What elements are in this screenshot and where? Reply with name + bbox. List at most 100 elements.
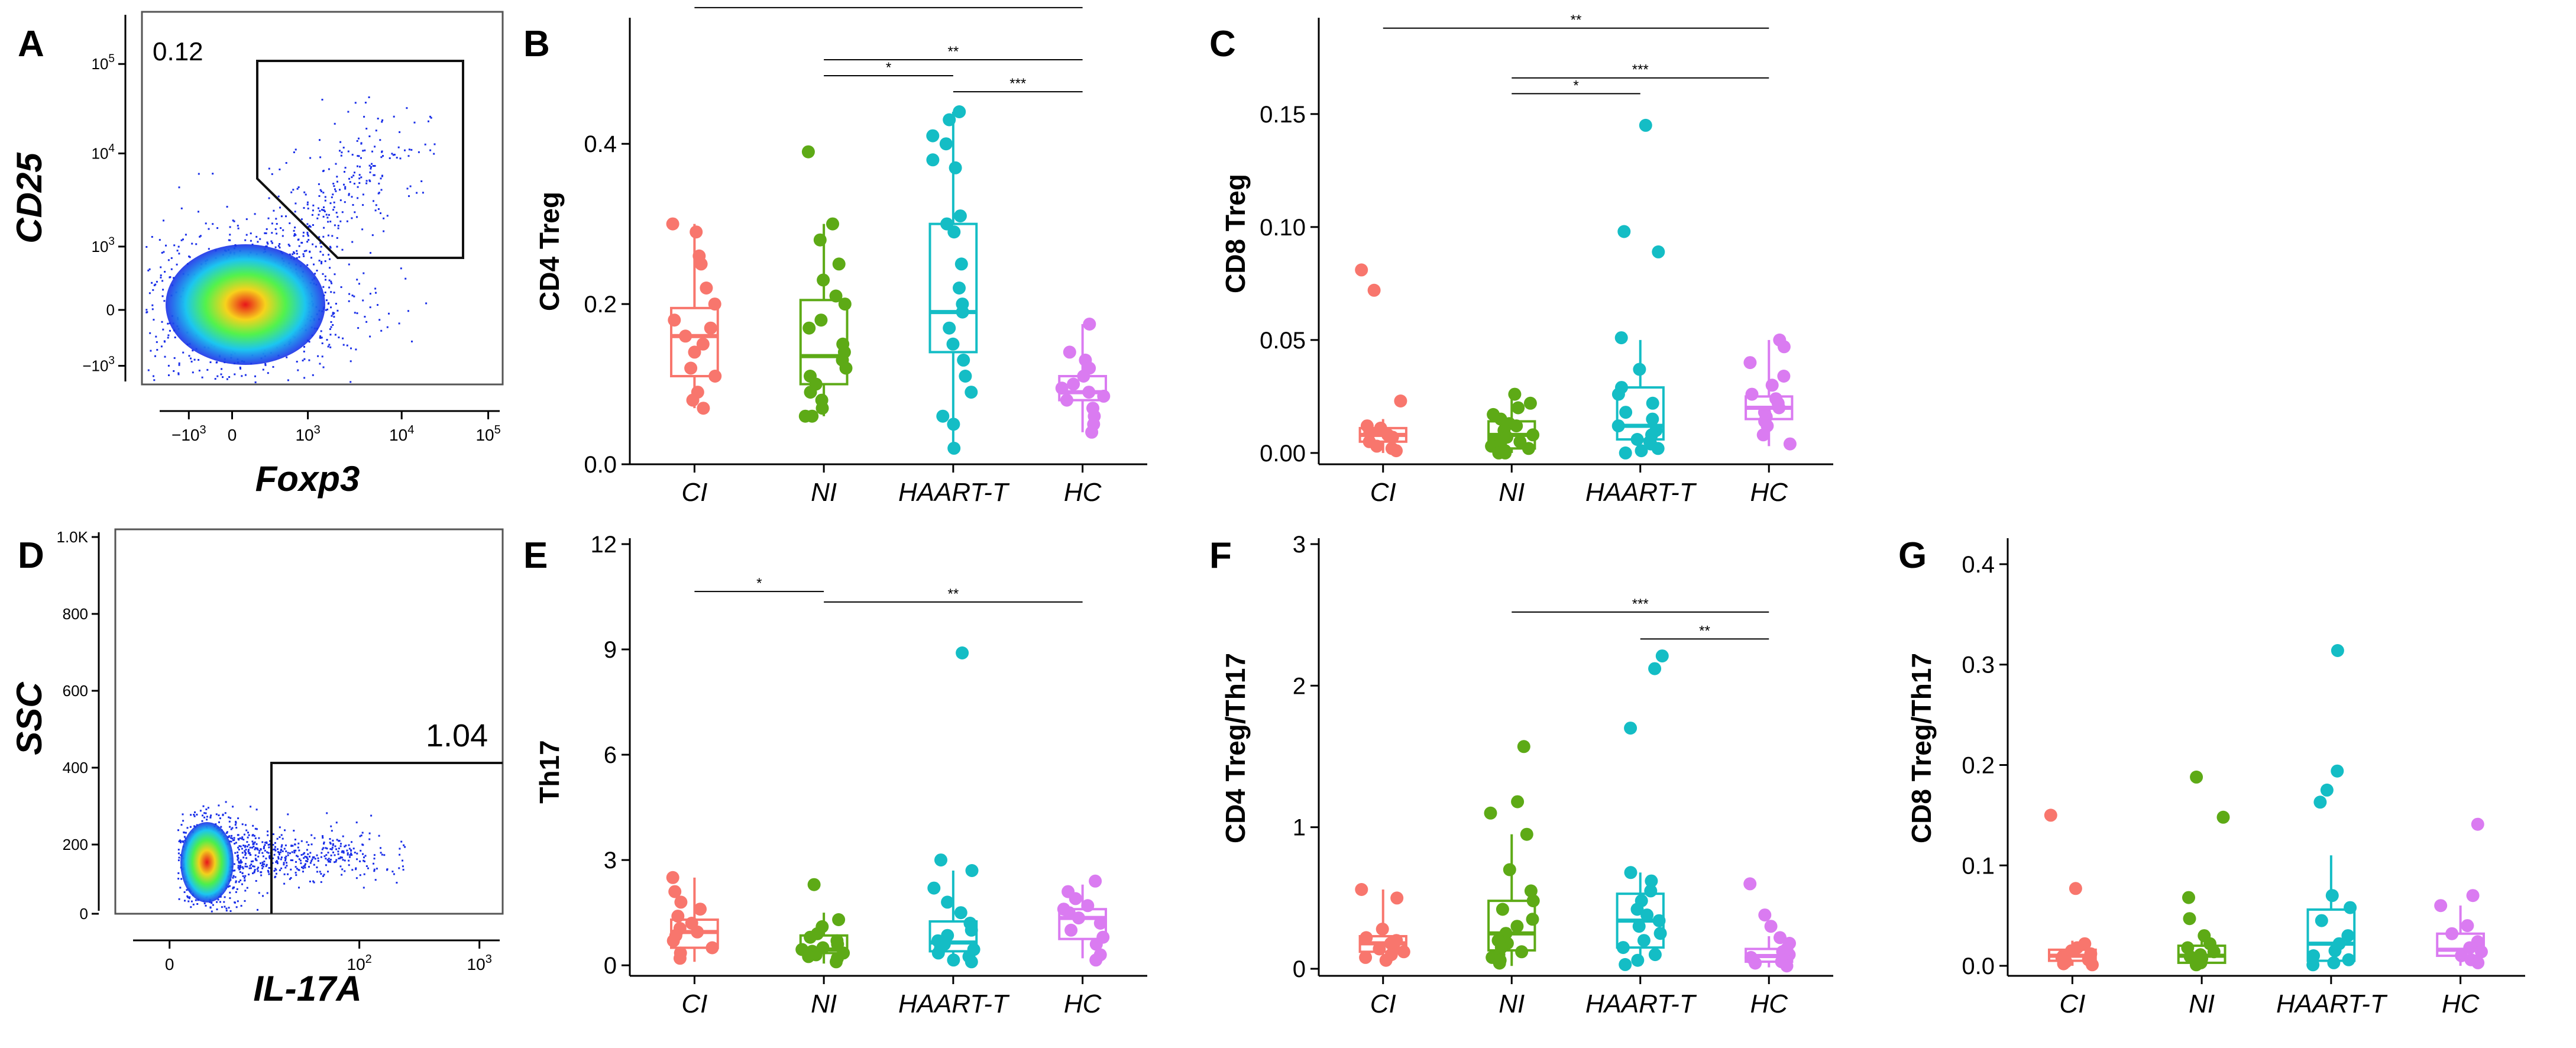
flow-event <box>199 235 202 237</box>
data-point <box>2471 956 2485 969</box>
box <box>928 920 978 953</box>
flow-event <box>241 836 244 839</box>
data-point <box>2069 882 2082 895</box>
flow-event <box>236 888 238 890</box>
flow-event <box>182 841 185 843</box>
flow-event <box>286 865 288 867</box>
flow-event <box>161 280 164 282</box>
flow-event <box>349 856 351 858</box>
flow-event <box>328 858 330 860</box>
flow-event <box>309 855 310 858</box>
flow-event <box>365 180 368 182</box>
x-tick-label: HAART-T <box>1585 478 1697 507</box>
flow-event <box>199 810 202 812</box>
flow-event <box>318 183 320 185</box>
flow-plot-frame-d <box>114 528 504 915</box>
flow-event <box>342 850 345 852</box>
flow-event <box>232 219 234 222</box>
data-point <box>1097 389 1111 403</box>
flow-event <box>151 304 154 306</box>
data-point <box>1397 945 1410 959</box>
flow-event <box>248 852 251 854</box>
flow-event <box>373 200 374 202</box>
flow-event <box>316 217 319 219</box>
flow-event <box>228 907 230 909</box>
flow-event <box>174 337 176 338</box>
flow-event <box>235 827 238 829</box>
flow-event <box>316 866 318 869</box>
flow-event <box>290 877 292 879</box>
y-tick-label: 0.10 <box>1260 215 1306 241</box>
flow-event <box>244 850 246 852</box>
flow-event <box>349 854 351 856</box>
flow-event <box>245 849 247 851</box>
flow-event <box>163 251 165 253</box>
flow-event <box>333 206 335 208</box>
x-tick-label: HAART-T <box>898 989 1010 1018</box>
flow-event <box>201 376 203 379</box>
flow-event <box>329 843 332 845</box>
flow-event <box>360 849 362 852</box>
flow-event <box>323 227 325 229</box>
flow-event <box>408 148 410 151</box>
flow-event <box>348 194 350 196</box>
data-point <box>947 953 960 967</box>
flow-event <box>180 207 183 209</box>
flow-event <box>280 867 283 869</box>
flow-event <box>271 857 274 859</box>
flow-event <box>333 292 335 294</box>
flow-event <box>156 280 158 283</box>
flow-event <box>293 830 295 832</box>
flow-event <box>393 115 395 118</box>
flow-event <box>298 256 300 258</box>
flow-event <box>193 358 196 361</box>
data-point <box>2475 945 2488 959</box>
flow-event <box>335 190 337 192</box>
flow-event <box>257 848 259 850</box>
flow-event <box>298 887 300 889</box>
flow-event <box>274 868 277 870</box>
flow-event <box>406 187 409 190</box>
flow-event <box>356 312 358 315</box>
flow-event <box>317 860 319 862</box>
flow-event <box>381 119 384 121</box>
flow-event <box>328 344 331 346</box>
flow-event <box>355 867 357 869</box>
flow-event <box>227 836 229 838</box>
flow-event <box>399 853 401 856</box>
flow-event <box>312 224 314 226</box>
flow-event <box>242 839 245 841</box>
flow-event <box>331 196 333 199</box>
data-point <box>947 225 961 239</box>
data-point <box>941 895 954 909</box>
flow-event <box>306 841 308 843</box>
flow-event <box>250 232 252 235</box>
data-point <box>2216 810 2230 824</box>
flow-event <box>222 813 224 816</box>
flow-event <box>264 364 267 366</box>
flow-event <box>221 906 223 908</box>
flow-event <box>313 856 315 858</box>
flow-event <box>242 867 244 869</box>
flow-event <box>357 165 358 167</box>
flow-event <box>371 234 374 237</box>
flow-event <box>277 858 280 860</box>
flow-event <box>325 279 326 281</box>
flow-event <box>314 858 316 860</box>
x-tick-label: 102 <box>347 953 372 973</box>
flow-event <box>247 832 249 834</box>
data-point <box>1743 877 1757 891</box>
y-tick-label: 6 <box>604 742 617 768</box>
flow-event <box>321 209 323 211</box>
flow-event <box>330 854 332 856</box>
significance-label: ** <box>1571 12 1582 28</box>
flow-event <box>289 245 291 247</box>
flow-event <box>356 852 358 855</box>
data-point <box>1743 356 1757 370</box>
data-point <box>2306 958 2320 972</box>
flow-event <box>301 242 303 244</box>
flow-event <box>344 186 347 188</box>
flow-event <box>327 221 329 223</box>
flow-event <box>286 356 288 358</box>
flow-event <box>295 202 297 205</box>
